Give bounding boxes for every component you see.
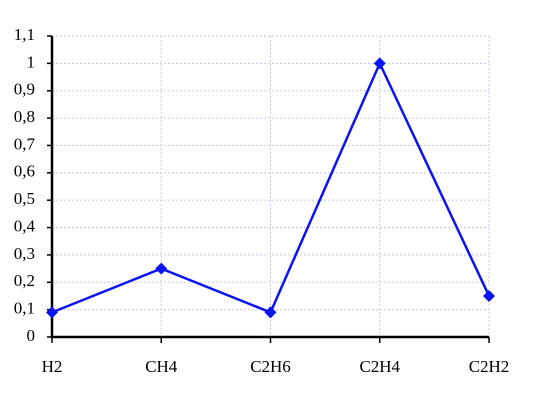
x-tick-label: C2H4 (359, 357, 400, 376)
x-tick-label: C2H2 (469, 357, 510, 376)
x-tick-label: H2 (42, 357, 63, 376)
data-point (46, 306, 58, 319)
data-point (483, 289, 495, 302)
data-point (155, 262, 168, 275)
y-tick-label: 0,1 (14, 299, 35, 318)
x-tick-label: C2H6 (250, 357, 291, 376)
y-tick-label: 0,2 (14, 271, 35, 290)
y-tick-label: 0,8 (14, 107, 35, 126)
y-tick-label: 0,6 (14, 162, 35, 181)
data-point (373, 57, 386, 70)
y-tick-label: 0,3 (14, 244, 35, 263)
y-tick-label: 0,4 (14, 216, 36, 235)
y-tick-label: 0,5 (14, 189, 35, 208)
y-tick-label: 0,7 (14, 134, 36, 153)
y-tick-label: 0 (27, 326, 36, 345)
y-tick-label: 0,9 (14, 80, 35, 99)
y-tick-label: 1 (27, 52, 36, 71)
data-point (264, 306, 277, 319)
y-tick-label: 1,1 (14, 25, 35, 44)
x-tick-label: CH4 (145, 357, 178, 376)
